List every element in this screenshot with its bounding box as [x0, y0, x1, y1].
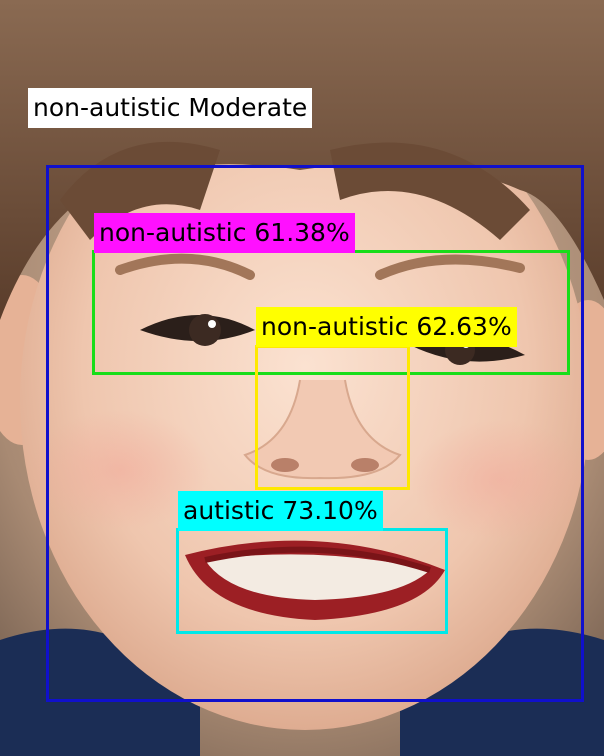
nose-bounding-box [255, 345, 410, 490]
face-bounding-box [46, 165, 584, 702]
mouth-bounding-box [176, 528, 448, 634]
mouth-detection-label: autistic 73.10% [178, 491, 383, 531]
eyes-detection-label: non-autistic 61.38% [94, 213, 355, 253]
nose-detection-label: non-autistic 62.63% [256, 307, 517, 347]
overall-classification-label: non-autistic Moderate [28, 88, 313, 128]
